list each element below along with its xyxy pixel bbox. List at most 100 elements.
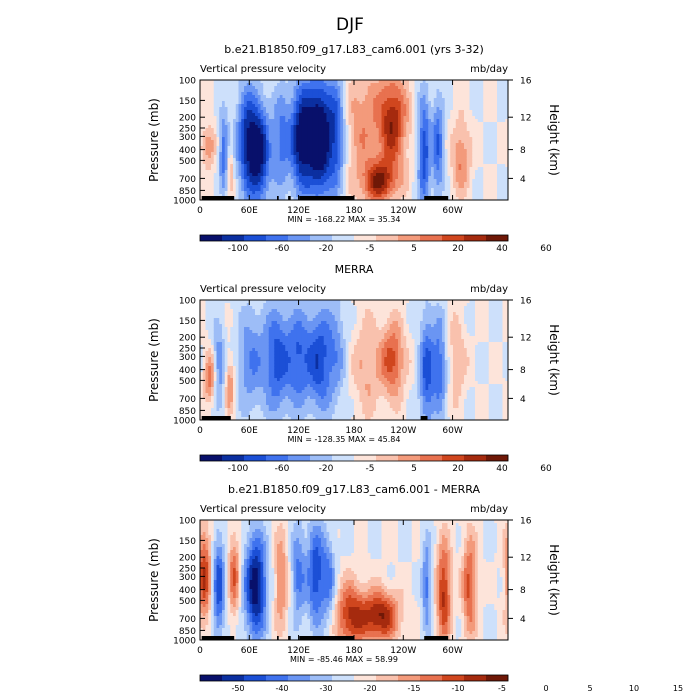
field-cell xyxy=(367,95,371,99)
field-cell xyxy=(376,161,380,165)
field-cell xyxy=(202,131,206,135)
field-cell xyxy=(224,83,228,87)
field-cell xyxy=(224,321,228,325)
field-cell xyxy=(235,143,239,147)
field-cell xyxy=(409,131,413,135)
field-cell xyxy=(365,113,369,117)
field-cell xyxy=(455,134,459,138)
field-cell xyxy=(356,176,360,180)
field-cell xyxy=(373,83,377,87)
field-cell xyxy=(266,146,270,150)
field-cell xyxy=(219,318,223,322)
field-cell xyxy=(497,143,501,147)
field-cell xyxy=(447,197,451,200)
field-cell xyxy=(310,149,314,153)
field-cell xyxy=(260,80,264,84)
field-cell xyxy=(279,128,283,132)
field-cell xyxy=(274,83,278,87)
field-cell xyxy=(249,182,253,186)
field-cell xyxy=(337,89,341,93)
field-cell xyxy=(340,128,344,132)
field-cell xyxy=(334,146,338,150)
field-cell xyxy=(376,143,380,147)
field-cell xyxy=(200,137,204,141)
field-cell xyxy=(494,134,498,138)
field-cell xyxy=(480,116,484,120)
field-cell xyxy=(219,321,223,325)
field-cell xyxy=(400,191,404,195)
field-cell xyxy=(332,113,336,117)
field-cell xyxy=(469,188,473,192)
field-cell xyxy=(436,119,440,123)
field-cell xyxy=(310,161,314,165)
field-cell xyxy=(329,191,333,195)
field-cell xyxy=(447,149,451,153)
field-cell xyxy=(211,161,215,165)
field-cell xyxy=(296,89,300,93)
field-cell xyxy=(436,155,440,159)
field-cell xyxy=(202,107,206,111)
field-cell xyxy=(431,104,435,108)
field-cell xyxy=(213,191,217,195)
field-cell xyxy=(326,104,330,108)
field-cell xyxy=(329,128,333,132)
field-cell xyxy=(409,80,413,84)
field-cell xyxy=(497,116,501,120)
field-cell xyxy=(480,161,484,165)
field-cell xyxy=(425,104,429,108)
field-cell xyxy=(205,191,209,195)
field-cell xyxy=(359,161,363,165)
field-cell xyxy=(395,89,399,93)
field-cell xyxy=(219,348,223,352)
field-cell xyxy=(213,194,217,198)
field-cell xyxy=(417,170,421,174)
field-cell xyxy=(304,167,308,171)
field-cell xyxy=(348,80,352,84)
field-cell xyxy=(400,116,404,120)
field-cell xyxy=(400,149,404,153)
field-cell xyxy=(235,92,239,96)
field-cell xyxy=(351,185,355,189)
field-cell xyxy=(392,119,396,123)
field-cell xyxy=(483,125,487,129)
field-cell xyxy=(502,122,506,126)
field-cell xyxy=(263,152,267,156)
field-cell xyxy=(420,188,424,192)
field-cell xyxy=(285,128,289,132)
field-cell xyxy=(312,122,316,126)
field-cell xyxy=(213,318,217,322)
field-cell xyxy=(312,161,316,165)
field-cell xyxy=(277,167,281,171)
field-cell xyxy=(422,167,426,171)
field-cell xyxy=(455,149,459,153)
field-cell xyxy=(249,134,253,138)
field-cell xyxy=(200,408,204,412)
field-cell xyxy=(263,134,267,138)
field-cell xyxy=(230,173,234,177)
field-cell xyxy=(227,309,231,313)
field-cell xyxy=(442,140,446,144)
field-cell xyxy=(403,131,407,135)
field-cell xyxy=(414,173,418,177)
field-cell xyxy=(211,101,215,105)
field-cell xyxy=(431,131,435,135)
field-cell xyxy=(233,167,237,171)
field-cell xyxy=(238,152,242,156)
field-cell xyxy=(244,194,248,198)
field-cell xyxy=(332,140,336,144)
field-cell xyxy=(422,161,426,165)
field-cell xyxy=(381,137,385,141)
field-cell xyxy=(233,89,237,93)
field-cell xyxy=(354,110,358,114)
field-cell xyxy=(472,179,476,183)
field-cell xyxy=(263,92,267,96)
field-cell xyxy=(200,89,204,93)
field-cell xyxy=(472,143,476,147)
field-cell xyxy=(307,122,311,126)
field-cell xyxy=(202,363,206,367)
field-cell xyxy=(285,173,289,177)
field-cell xyxy=(384,173,388,177)
field-cell xyxy=(288,173,292,177)
field-cell xyxy=(472,92,476,96)
field-cell xyxy=(497,185,501,189)
